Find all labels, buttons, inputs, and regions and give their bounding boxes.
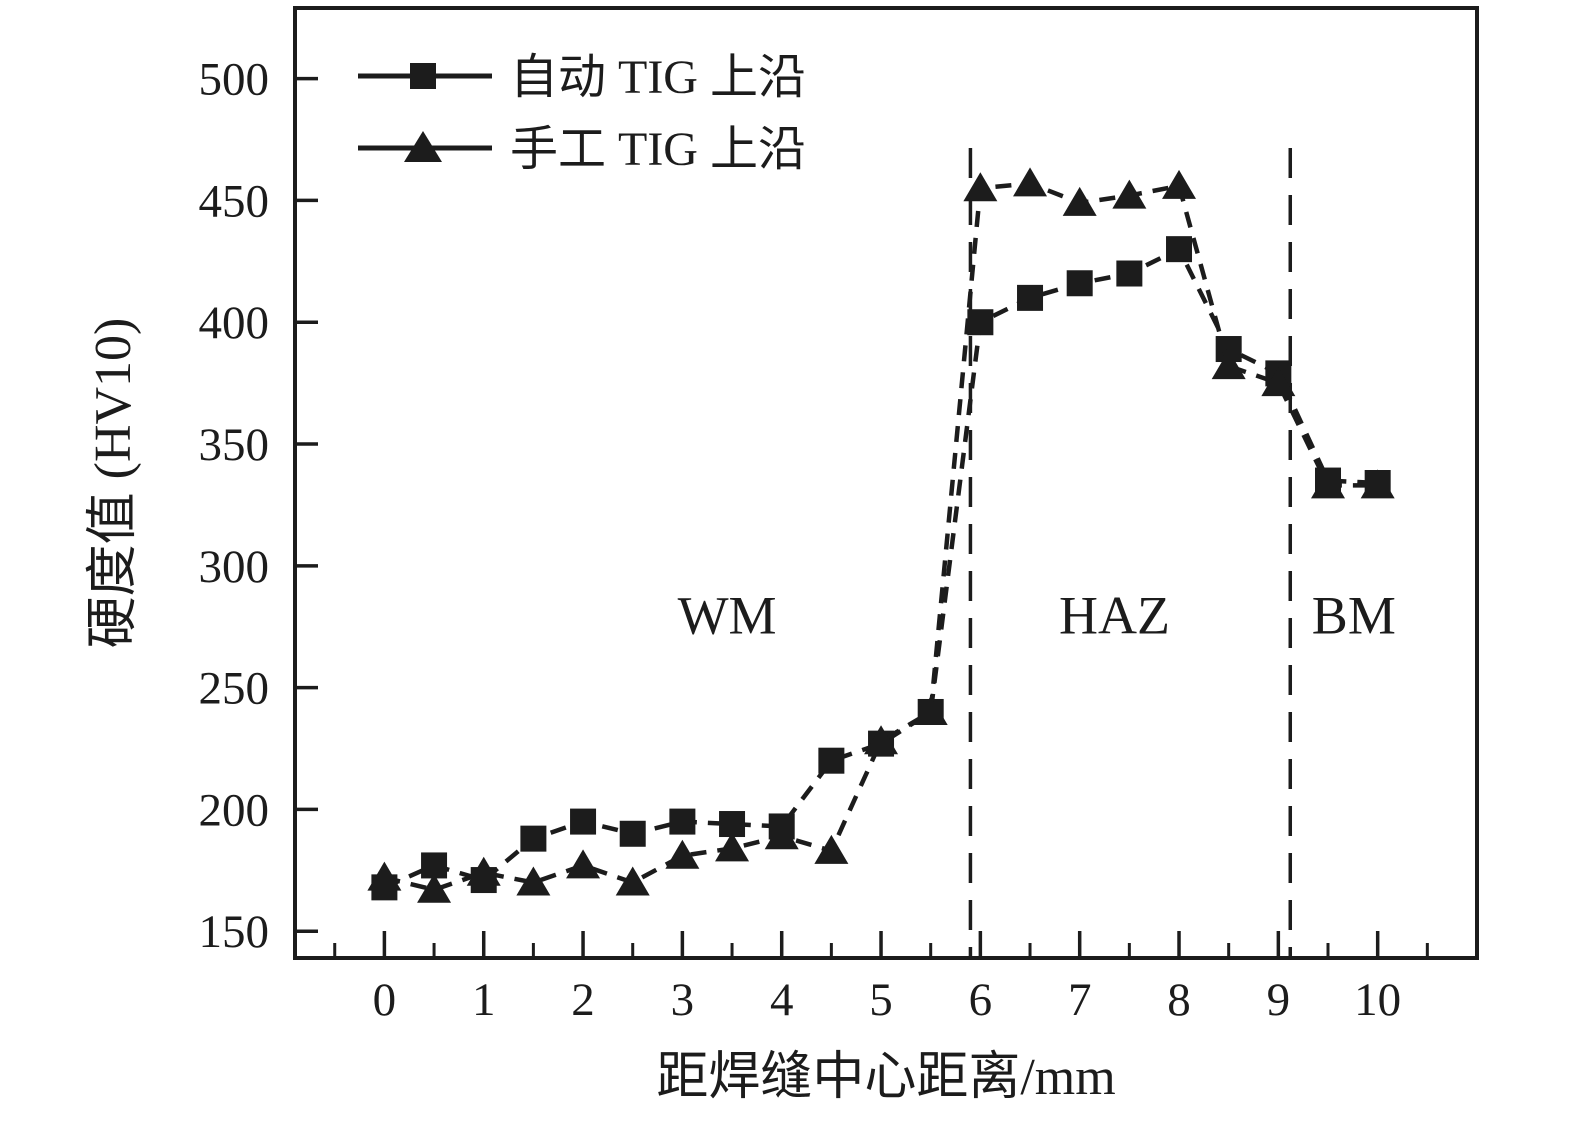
zone-label-haz: HAZ <box>1059 586 1170 646</box>
data-point-triangle <box>764 820 799 850</box>
data-point-triangle <box>466 856 501 886</box>
legend-label-auto-tig: 自动 TIG 上沿 <box>510 51 806 104</box>
series-line <box>383 246 1378 890</box>
data-point-triangle <box>1013 167 1048 197</box>
plot-frame <box>293 6 1479 960</box>
data-point-triangle <box>615 866 650 896</box>
data-point-triangle <box>1112 179 1147 209</box>
zone-label-wm: WM <box>678 586 777 646</box>
data-point-triangle <box>715 832 750 862</box>
data-point-triangle <box>367 861 402 891</box>
data-point-triangle <box>1261 367 1296 397</box>
data-point-square <box>1116 260 1143 287</box>
square-marker-icon <box>410 63 436 89</box>
data-point-triangle <box>665 839 700 869</box>
x-tick-label: 2 <box>571 974 595 1026</box>
x-tick-label: 10 <box>1354 974 1401 1026</box>
series-line <box>383 181 1378 893</box>
x-tick-label: 0 <box>373 974 397 1026</box>
legend-label-manual-tig: 手工 TIG 上沿 <box>510 123 806 176</box>
data-point-square <box>967 309 994 336</box>
data-series <box>367 167 1395 903</box>
data-point-triangle <box>1162 169 1197 199</box>
data-point-square <box>669 808 696 835</box>
legend-item-manual-tig: 手工 TIG 上沿 <box>358 123 806 176</box>
y-tick-label: 250 <box>199 663 270 715</box>
triangle-marker-icon <box>404 131 442 162</box>
y-tick-label: 150 <box>199 906 270 958</box>
y-tick-label: 450 <box>199 175 270 227</box>
data-point-square <box>818 747 845 774</box>
data-point-square <box>1017 284 1044 311</box>
data-point-square <box>1166 236 1193 263</box>
data-point-triangle <box>566 849 601 879</box>
legend-item-auto-tig: 自动 TIG 上沿 <box>358 51 806 104</box>
axis-ticks: 150 200 250 300 350 400 450 500 0 1 2 3 4 5 6 7 8 9 10 <box>199 54 1429 1026</box>
y-tick-label: 200 <box>199 784 270 836</box>
y-axis-title: 硬度值 (HV10) <box>85 318 142 649</box>
x-tick-label: 7 <box>1068 974 1092 1026</box>
zone-annotations: WM HAZ BM <box>678 148 1396 958</box>
data-point-triangle <box>417 873 452 903</box>
x-axis-title: 距焊缝中心距离/mm <box>656 1049 1115 1106</box>
data-point-square <box>1066 270 1093 297</box>
data-point-square <box>619 820 646 847</box>
data-point-triangle <box>1311 469 1346 499</box>
data-point-square <box>570 808 597 835</box>
legend: 自动 TIG 上沿 手工 TIG 上沿 <box>358 51 806 176</box>
series-auto-tig <box>371 236 1391 901</box>
data-point-triangle <box>814 834 849 864</box>
data-point-triangle <box>864 725 899 755</box>
x-tick-label: 1 <box>472 974 496 1026</box>
y-tick-label: 350 <box>199 419 270 471</box>
y-tick-label: 500 <box>199 54 270 106</box>
data-point-triangle <box>1211 350 1246 380</box>
data-point-triangle <box>1062 186 1097 216</box>
x-tick-label: 5 <box>869 974 893 1026</box>
x-tick-label: 9 <box>1267 974 1291 1026</box>
series-manual-tig <box>367 167 1395 903</box>
x-tick-label: 6 <box>969 974 993 1026</box>
y-tick-label: 400 <box>199 297 270 349</box>
data-point-triangle <box>963 172 998 202</box>
data-point-triangle <box>516 866 551 896</box>
data-point-triangle <box>913 695 948 725</box>
data-point-square <box>520 825 547 852</box>
zone-label-bm: BM <box>1312 586 1396 646</box>
data-point-triangle <box>1360 469 1395 499</box>
y-tick-label: 300 <box>199 541 270 593</box>
x-tick-label: 8 <box>1167 974 1191 1026</box>
x-tick-label: 3 <box>671 974 695 1026</box>
x-tick-label: 4 <box>770 974 794 1026</box>
